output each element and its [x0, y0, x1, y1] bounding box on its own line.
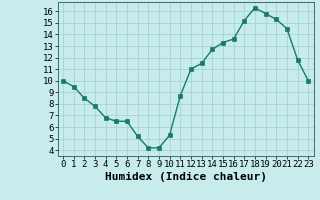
- X-axis label: Humidex (Indice chaleur): Humidex (Indice chaleur): [105, 172, 267, 182]
